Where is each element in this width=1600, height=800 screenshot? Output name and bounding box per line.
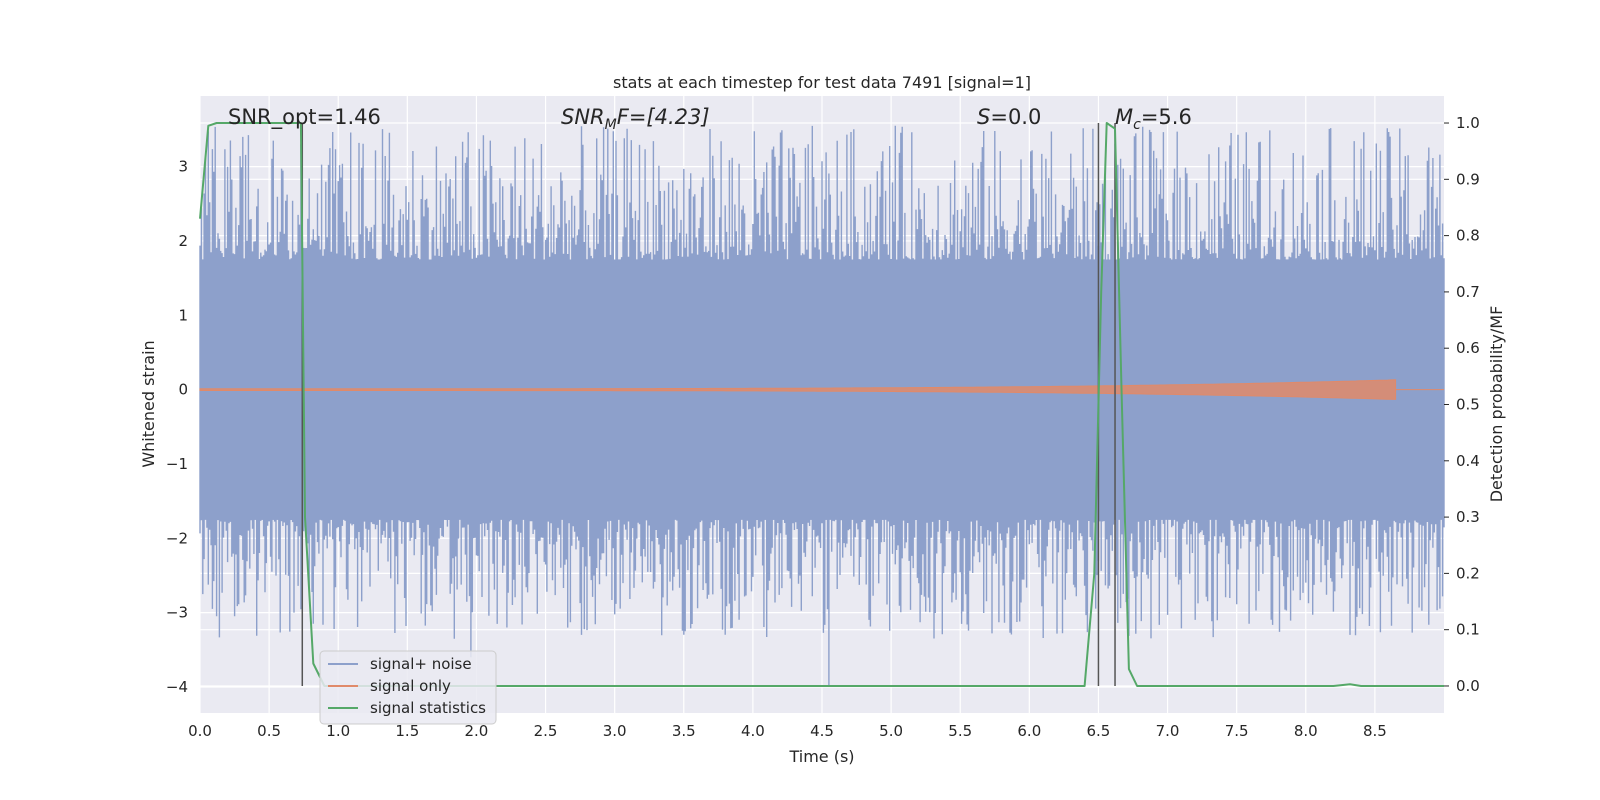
y2-tick-label-3: 0.7 bbox=[1456, 283, 1480, 301]
y-tick-label-6: −3 bbox=[166, 604, 188, 622]
x-tick-label-6: 3.0 bbox=[603, 722, 627, 740]
x-tick-label-17: 8.5 bbox=[1363, 722, 1387, 740]
annotation-s: S=0.0 bbox=[977, 105, 1041, 129]
y2-tick-label-6: 0.4 bbox=[1456, 452, 1480, 470]
annotation-s-symbol: S bbox=[977, 105, 990, 129]
legend-label-signal-noise: signal+ noise bbox=[370, 655, 472, 673]
annotation-mc-subscript: c bbox=[1133, 117, 1141, 133]
x-tick-label-14: 7.0 bbox=[1156, 722, 1180, 740]
signal-statistics-series bbox=[199, 122, 1444, 687]
annotation-snr-mf-subscript: M bbox=[605, 117, 617, 133]
y-tick-label-1: 2 bbox=[178, 232, 188, 250]
x-tick-label-13: 6.5 bbox=[1087, 722, 1111, 740]
x-tick-label-16: 8.0 bbox=[1294, 722, 1318, 740]
annotation-snr-opt: SNR_opt=1.46 bbox=[228, 105, 381, 130]
x-tick-labels: 0.0 0.5 1.0 1.5 2.0 2.5 3.0 3.5 4.0 4.5 5.0 5.5 6.0 6… bbox=[188, 722, 1387, 740]
annotation-mc: Mc=5.6 bbox=[1115, 105, 1192, 133]
x-tick-label-5: 2.5 bbox=[534, 722, 558, 740]
y-tick-label-4: −1 bbox=[166, 455, 188, 473]
x-tick-label-1: 0.5 bbox=[257, 722, 281, 740]
x-axis-label: Time (s) bbox=[788, 747, 854, 766]
x-tick-label-12: 6.0 bbox=[1017, 722, 1041, 740]
chart-title: stats at each timestep for test data 749… bbox=[613, 73, 1031, 92]
y-tick-label-0: 3 bbox=[178, 158, 188, 176]
signal-only-series bbox=[199, 379, 1444, 400]
y-tick-label-5: −2 bbox=[166, 529, 188, 547]
y-tick-label-7: −4 bbox=[166, 678, 188, 696]
y2-tick-label-4: 0.6 bbox=[1456, 339, 1480, 357]
x-tick-label-7: 3.5 bbox=[672, 722, 696, 740]
y2-tick-label-2: 0.8 bbox=[1456, 227, 1480, 245]
y2-tick-label-5: 0.5 bbox=[1456, 396, 1480, 414]
y2-tick-labels: 1.0 0.9 0.8 0.7 0.6 0.5 0.4 0.3 0.2 0.1 0.0 bbox=[1444, 114, 1480, 695]
annotation-s-rest: =0.0 bbox=[990, 105, 1041, 129]
legend-box bbox=[319, 650, 497, 725]
x-tick-label-11: 5.5 bbox=[948, 722, 972, 740]
annotation-snr-mf: SNRMF=[4.23] bbox=[561, 105, 710, 133]
y2-tick-label-10: 0.0 bbox=[1456, 677, 1480, 695]
x-tick-label-10: 5.0 bbox=[879, 722, 903, 740]
y-tick-labels: 3 2 1 0 −1 −2 −3 −4 bbox=[166, 158, 188, 696]
legend-label-signal-statistics: signal statistics bbox=[370, 699, 486, 717]
x-tick-label-8: 4.0 bbox=[741, 722, 765, 740]
x-tick-label-3: 1.5 bbox=[395, 722, 419, 740]
signal-statistics-line bbox=[199, 122, 1444, 687]
legend: signal+ noise signal only signal statist… bbox=[319, 650, 497, 725]
y-axis-label: Whitened strain bbox=[139, 340, 158, 467]
x-tick-label-9: 4.5 bbox=[810, 722, 834, 740]
x-tick-label-15: 7.5 bbox=[1225, 722, 1249, 740]
y-tick-label-3: 0 bbox=[178, 381, 188, 399]
y2-tick-label-7: 0.3 bbox=[1456, 508, 1480, 526]
annotation-mc-rest: =5.6 bbox=[1141, 105, 1192, 129]
annotation-snr-mf-rest: F=[4.23] bbox=[617, 105, 710, 129]
annotation-snr-mf-symbol: SNR bbox=[561, 105, 605, 129]
annotation-mc-symbol: M bbox=[1115, 105, 1133, 129]
x-tick-label-4: 2.0 bbox=[465, 722, 489, 740]
y2-tick-label-8: 0.2 bbox=[1456, 564, 1480, 582]
y-tick-label-2: 1 bbox=[178, 306, 188, 324]
x-tick-label-0: 0.0 bbox=[188, 722, 212, 740]
y2-tick-label-9: 0.1 bbox=[1456, 621, 1480, 639]
chirp-envelope bbox=[199, 379, 1397, 400]
y2-tick-label-1: 0.9 bbox=[1456, 170, 1480, 188]
y2-tick-label-0: 1.0 bbox=[1456, 114, 1480, 132]
legend-label-signal-only: signal only bbox=[370, 677, 451, 695]
x-tick-label-2: 1.0 bbox=[326, 722, 350, 740]
y2-axis-label: Detection probability/MF bbox=[1487, 306, 1506, 503]
